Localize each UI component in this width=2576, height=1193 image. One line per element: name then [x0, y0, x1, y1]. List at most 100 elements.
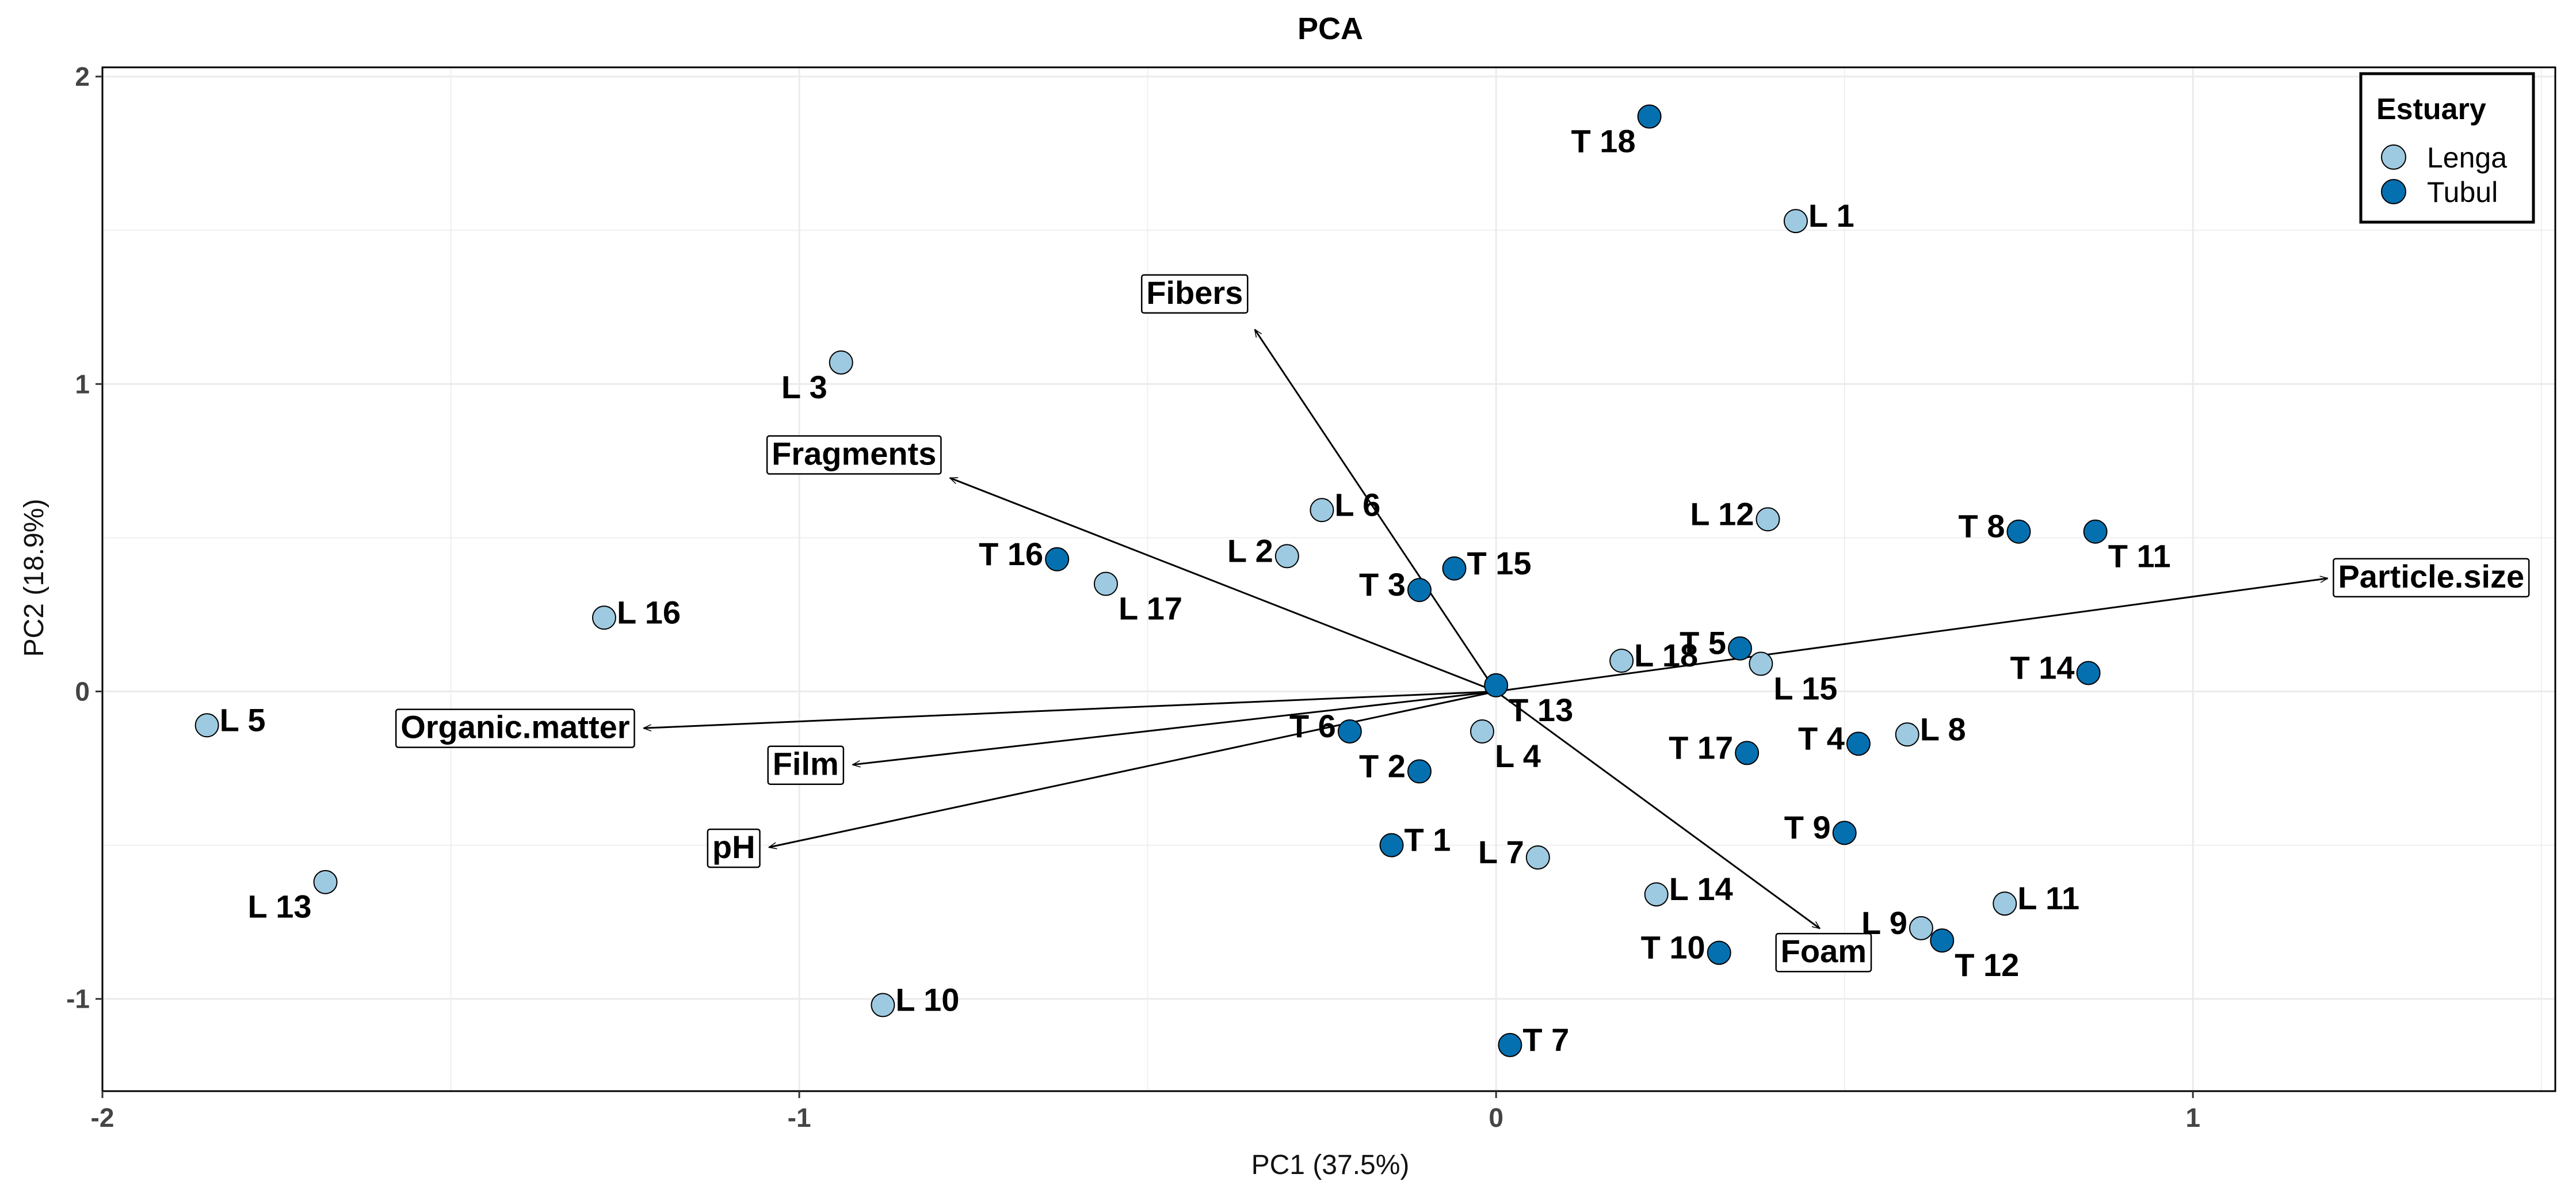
point-l-18 — [1609, 649, 1634, 673]
point-label-l-8: L 8 — [1920, 711, 1966, 747]
point-t-2 — [1407, 759, 1432, 784]
point-l-13 — [313, 870, 338, 894]
point-label-l-1: L 1 — [1808, 197, 1854, 234]
point-t-6 — [1337, 719, 1362, 744]
loading-vectors: Particle.size Fibers Fragments Organic.matt… — [395, 274, 2530, 973]
loading-label-text: Particle.size — [2338, 558, 2524, 594]
loading-arrow-film — [853, 691, 1497, 764]
y-tick-label: 1 — [75, 369, 90, 399]
point-t-16 — [1045, 547, 1070, 571]
point-t-12 — [1930, 928, 1955, 953]
loading-label-box — [1775, 932, 1872, 973]
loading-arrow-ph — [769, 691, 1497, 847]
point-l-5 — [194, 713, 219, 738]
point-t-9 — [1832, 821, 1857, 845]
loading-label-ph: pH — [707, 828, 761, 868]
point-label-t-11: T 11 — [2108, 538, 2171, 574]
point-l-10 — [871, 993, 895, 1017]
loading-label-foam: Foam — [1775, 932, 1872, 973]
loading-label-box — [766, 435, 942, 475]
point-l-2 — [1274, 544, 1299, 569]
point-l-8 — [1895, 722, 1919, 747]
point-t-13 — [1484, 673, 1509, 697]
x-axis-title: PC1 (37.5%) — [1251, 1150, 1410, 1180]
point-t-8 — [2006, 519, 2031, 544]
data-points: L 1 L 2 L 3 L 4 L 5 L 6 L 7 L 8 L 9 L 10 L 11 L 12 L… — [194, 104, 2171, 1058]
point-label-t-10: T 10 — [1641, 929, 1705, 966]
legend-title: Estuary — [2376, 93, 2486, 126]
point-l-1 — [1783, 209, 1808, 234]
point-t-7 — [1498, 1032, 1522, 1057]
point-label-l-14: L 14 — [1669, 871, 1733, 907]
point-label-t-14: T 14 — [2010, 649, 2075, 685]
point-l-6 — [1310, 498, 1334, 523]
loading-label-film: Film — [767, 745, 845, 785]
loading-label-text: Fibers — [1146, 275, 1243, 311]
loading-arrow-fibers — [1254, 329, 1497, 692]
point-label-l-12: L 12 — [1690, 496, 1754, 532]
axes: -2 -1 0 1 2 1 0 -1 — [66, 62, 2200, 1133]
y-axis-title: PC2 (18.9%) — [19, 499, 49, 657]
loading-label-text: Organic.matter — [400, 709, 629, 745]
grid-lines — [102, 67, 2555, 1091]
point-label-t-12: T 12 — [1955, 947, 2019, 983]
point-label-t-13: T 13 — [1509, 692, 1573, 728]
point-l-12 — [1756, 507, 1780, 532]
plot-area-border — [101, 66, 2556, 1092]
point-l-7 — [1525, 845, 1550, 870]
point-label-l-15: L 15 — [1773, 670, 1837, 706]
loading-label-text: Film — [773, 746, 839, 782]
point-label-l-10: L 10 — [895, 981, 959, 1017]
point-label-l-5: L 5 — [220, 702, 266, 738]
point-label-t-17: T 17 — [1669, 729, 1733, 765]
loading-arrow-fragments — [950, 477, 1497, 692]
point-label-t-1: T 1 — [1404, 822, 1451, 858]
point-label-l-16: L 16 — [617, 594, 681, 630]
loading-label-text: pH — [712, 829, 755, 865]
point-label-l-17: L 17 — [1119, 590, 1182, 627]
y-tick-label: 0 — [75, 676, 90, 706]
point-label-l-18: L 18 — [1634, 637, 1698, 673]
point-l-14 — [1644, 882, 1669, 907]
point-label-l-7: L 7 — [1478, 834, 1524, 870]
loading-arrow-foam — [1495, 691, 1820, 929]
point-l-16 — [591, 605, 616, 630]
point-label-t-15: T 15 — [1467, 545, 1531, 581]
legend-marker-tubul — [2381, 179, 2406, 204]
point-t-1 — [1379, 833, 1404, 857]
loading-arrow-particle-size — [1495, 578, 2327, 692]
point-label-l-9: L 9 — [1861, 905, 1907, 941]
point-l-15 — [1749, 651, 1773, 676]
point-t-10 — [1707, 940, 1731, 965]
legend: Estuary Lenga Tubul — [2359, 72, 2535, 224]
legend-label-tubul: Tubul — [2427, 176, 2498, 208]
loading-label-box — [2333, 558, 2530, 598]
point-t-5 — [1728, 636, 1753, 661]
point-t-18 — [1637, 104, 1662, 129]
point-l-11 — [1993, 891, 2017, 916]
point-t-4 — [1846, 731, 1871, 756]
point-label-t-6: T 6 — [1289, 708, 1336, 744]
loading-arrow-organic-matter — [644, 690, 1497, 728]
point-t-3 — [1407, 578, 1432, 603]
loading-label-box — [707, 828, 761, 868]
loading-label-fibers: Fibers — [1140, 274, 1249, 314]
point-label-t-7: T 7 — [1522, 1022, 1569, 1058]
loading-label-box — [767, 745, 845, 785]
point-label-t-9: T 9 — [1784, 809, 1831, 845]
loading-label-organic-matter: Organic.matter — [395, 708, 635, 748]
point-t-11 — [2083, 519, 2108, 544]
point-l-4 — [1470, 719, 1494, 744]
loading-label-box — [1140, 274, 1249, 314]
chart-title: PCA — [1297, 12, 1363, 46]
point-label-t-5: T 5 — [1680, 625, 1726, 661]
legend-marker-lenga — [2381, 144, 2406, 170]
x-tick-label: -2 — [91, 1103, 115, 1133]
point-label-t-8: T 8 — [1959, 508, 2005, 544]
point-label-l-2: L 2 — [1227, 532, 1273, 569]
point-label-l-3: L 3 — [781, 369, 827, 405]
x-tick-label: -1 — [788, 1103, 811, 1133]
loading-label-box — [395, 708, 635, 748]
point-label-l-13: L 13 — [247, 889, 311, 925]
